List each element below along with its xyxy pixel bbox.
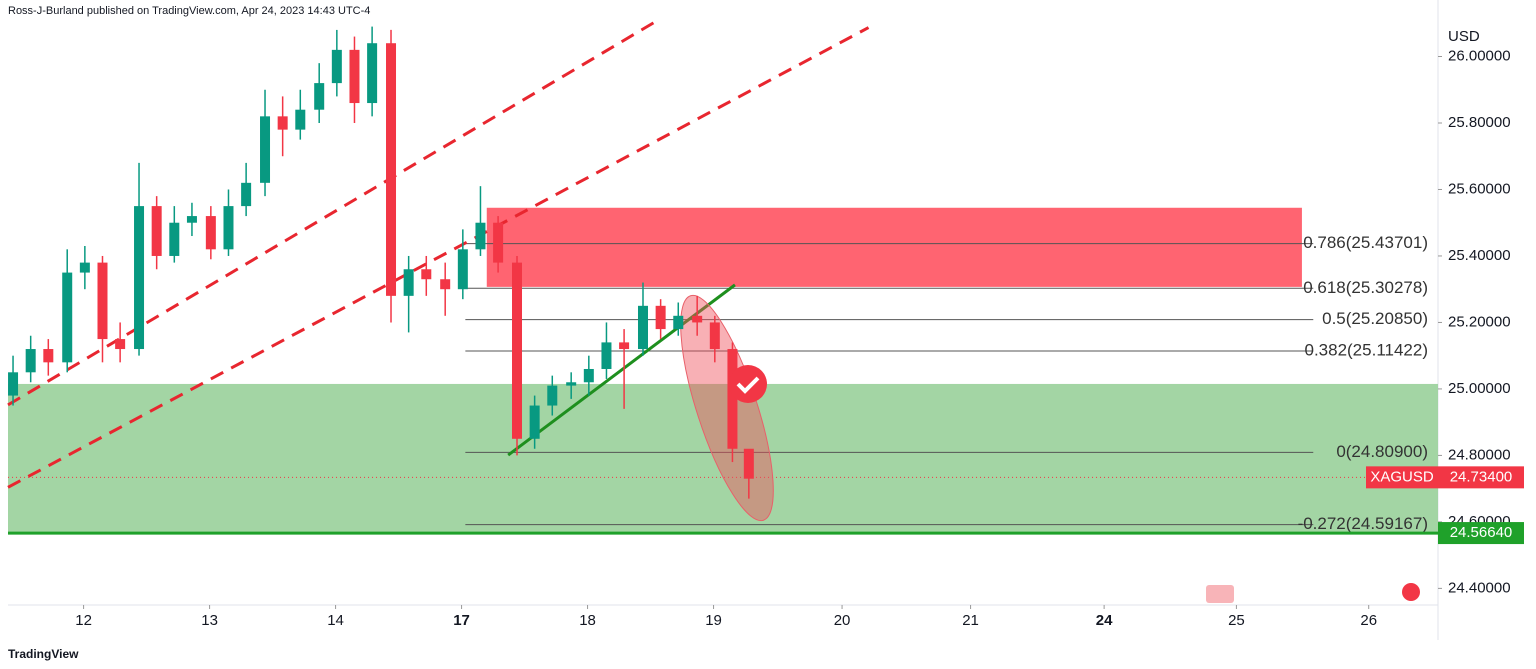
candle-body xyxy=(583,368,594,383)
symbol-label: XAGUSD xyxy=(1370,468,1434,485)
x-tick-label: 14 xyxy=(327,612,344,629)
publisher-note: Ross-J-Burland published on TradingView.… xyxy=(8,5,370,17)
candle-body xyxy=(692,315,703,323)
candle-body xyxy=(134,206,145,350)
x-tick-label: 21 xyxy=(962,612,979,629)
x-tick-label: 18 xyxy=(579,612,596,629)
candle-body xyxy=(115,339,126,350)
candle-body xyxy=(440,279,451,290)
price-badge xyxy=(1438,466,1524,489)
candle-body xyxy=(403,269,414,296)
candle-body xyxy=(186,216,197,223)
fib-label: 0.618(25.30278) xyxy=(1303,278,1428,297)
y-tick-label: 24.40000 xyxy=(1448,579,1511,596)
currency-label: USD xyxy=(1448,28,1480,45)
candle-body xyxy=(457,249,468,290)
fib-label: -0.272(24.59167) xyxy=(1298,514,1428,533)
support-label: 24.56640 xyxy=(1450,524,1513,541)
candle-body xyxy=(8,372,19,396)
y-tick-label: 26.00000 xyxy=(1448,47,1511,64)
candle-body xyxy=(79,262,90,273)
candle-body xyxy=(709,322,720,350)
candle-body xyxy=(260,116,271,183)
candle-body xyxy=(619,342,630,350)
fib-label: 0.786(25.43701) xyxy=(1303,233,1428,252)
fib-label: 0(24.80900) xyxy=(1336,442,1428,461)
candle-body xyxy=(601,342,612,369)
y-tick-label: 25.40000 xyxy=(1448,247,1511,264)
fib-label: 0.5(25.20850) xyxy=(1322,309,1428,328)
zone xyxy=(8,383,1438,533)
x-tick-label: 17 xyxy=(453,612,470,629)
candle-body xyxy=(673,315,684,330)
candle-body xyxy=(241,182,252,207)
trendline xyxy=(7,26,870,489)
candle-body xyxy=(529,405,540,439)
candle-body xyxy=(566,382,577,386)
y-tick-label: 25.80000 xyxy=(1448,114,1511,131)
x-tick-label: 12 xyxy=(75,612,92,629)
price-label: 24.73400 xyxy=(1450,468,1513,485)
candle-body xyxy=(151,206,162,256)
x-tick-label: 13 xyxy=(201,612,218,629)
candle-body xyxy=(367,43,378,104)
footer-logo: TradingView xyxy=(8,647,79,661)
x-tick-label: 19 xyxy=(705,612,722,629)
candle-body xyxy=(277,116,288,130)
flag-icon xyxy=(1402,583,1420,601)
check-icon xyxy=(729,365,767,403)
x-tick-label: 26 xyxy=(1360,612,1377,629)
symbol-badge xyxy=(1366,466,1438,489)
support-badge xyxy=(1438,522,1524,545)
zone xyxy=(486,207,1302,287)
candle-body xyxy=(475,222,486,250)
candle-body xyxy=(169,222,180,256)
check-mark xyxy=(736,376,760,394)
y-tick-label: 25.00000 xyxy=(1448,380,1511,397)
y-tick-label: 25.20000 xyxy=(1448,313,1511,330)
candle-body xyxy=(547,385,558,406)
candle-body xyxy=(493,222,504,263)
candle-body xyxy=(314,83,325,110)
candle-body xyxy=(512,262,523,439)
candle-body xyxy=(223,206,234,250)
candle-body xyxy=(97,262,108,340)
candle-body xyxy=(25,349,36,373)
fib-label: 0.382(25.11422) xyxy=(1304,340,1428,359)
candle-body xyxy=(637,305,648,350)
candle-body xyxy=(62,272,73,363)
candle-body xyxy=(386,43,397,296)
candle-body xyxy=(421,269,432,280)
candle-body xyxy=(205,216,216,250)
x-tick-label: 24 xyxy=(1096,612,1113,629)
candle-body xyxy=(655,305,666,330)
y-tick-label: 24.80000 xyxy=(1448,446,1511,463)
x-tick-label: 20 xyxy=(834,612,851,629)
event-marker xyxy=(1206,585,1234,603)
candle-body xyxy=(295,109,306,130)
y-tick-label: 25.60000 xyxy=(1448,180,1511,197)
candle-body xyxy=(43,349,54,363)
x-tick-label: 25 xyxy=(1228,612,1245,629)
candle-body xyxy=(727,349,738,449)
candle-body xyxy=(743,448,754,479)
candle-body xyxy=(331,49,342,84)
candle-body xyxy=(349,49,360,104)
